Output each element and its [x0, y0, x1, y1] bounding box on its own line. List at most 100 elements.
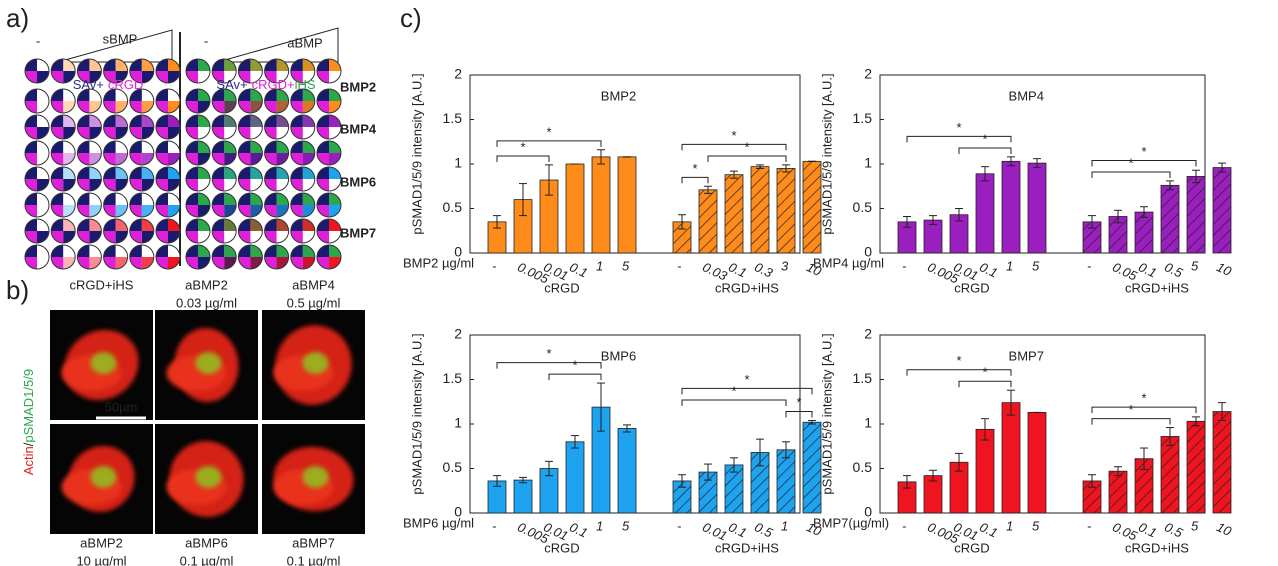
error-bar [903, 216, 911, 228]
y-tick-label: 1.5 [853, 110, 873, 126]
plate-well [264, 88, 290, 114]
well-quadrant [329, 245, 341, 257]
x-tick-label: 10 [804, 519, 824, 539]
well-quadrant [302, 231, 315, 243]
caption-part: cRGD [252, 77, 287, 92]
bar [1134, 211, 1154, 254]
well-bmp [89, 167, 102, 179]
well-quadrant [89, 127, 102, 139]
well-bmp [224, 101, 237, 113]
error-bar [808, 419, 816, 425]
x-tick-label: 1 [596, 258, 603, 273]
well-quadrant [156, 101, 168, 113]
well-quadrant [77, 115, 90, 127]
bar [1001, 402, 1021, 514]
cell-dose: 0.1 µg/ml [287, 553, 341, 566]
well-quadrant [51, 89, 64, 101]
well-bmp [276, 59, 289, 71]
plate-well [237, 244, 263, 270]
well-quadrant [103, 257, 116, 269]
well-quadrant [238, 219, 251, 231]
well-bmp [63, 101, 76, 113]
plate-well [237, 88, 263, 114]
plate-well [185, 58, 211, 84]
well-outline [50, 192, 76, 218]
well-quadrant [51, 153, 64, 165]
well-quadrant [89, 193, 102, 205]
well-quadrant [103, 153, 116, 165]
well-quadrant [89, 59, 102, 71]
bar [724, 174, 744, 254]
plate-well [264, 58, 290, 84]
well-quadrant [25, 193, 37, 205]
well-bmp [302, 167, 315, 179]
x-tick-label: 5 [1032, 518, 1040, 533]
well-quadrant [37, 153, 49, 165]
well-quadrant [129, 179, 142, 191]
plate-well [290, 114, 316, 140]
plate-well [211, 114, 237, 140]
well-quadrant [317, 127, 329, 139]
plate-well [264, 140, 290, 166]
bar [565, 163, 585, 254]
plate-well [237, 192, 263, 218]
well-quadrant [141, 71, 154, 83]
plate-well [129, 166, 155, 192]
significance-bracket [1091, 171, 1171, 179]
well-quadrant [238, 115, 251, 127]
plate-well [211, 140, 237, 166]
well-quadrant [329, 141, 341, 153]
x-axis-label: BMP7(µg/ml) [813, 515, 889, 530]
well-outline [103, 218, 129, 244]
y-tick-label: 1 [454, 155, 462, 171]
well-quadrant [141, 179, 154, 191]
plate-well [290, 58, 316, 84]
well-quadrant [115, 89, 128, 101]
plate-well [237, 114, 263, 140]
well-quadrant [156, 257, 168, 269]
x-tick-label: 5 [622, 258, 630, 273]
error-bar [493, 475, 501, 487]
well-outline [155, 166, 181, 192]
plate-well [50, 58, 76, 84]
well-bmp [302, 101, 315, 113]
well-quadrant [77, 205, 90, 217]
well-bmp [89, 205, 102, 217]
well-quadrant [212, 89, 225, 101]
well-quadrant [302, 71, 315, 83]
well-quadrant [250, 167, 263, 179]
cell-name: aBMP2 [185, 277, 228, 292]
well-quadrant [317, 153, 329, 165]
well-quadrant [156, 59, 168, 71]
well-bmp [115, 257, 128, 269]
well-quadrant [238, 205, 251, 217]
well-quadrant [89, 71, 102, 83]
x-tick-label: 0.5 [752, 519, 775, 541]
well-outline [24, 114, 50, 140]
well-bmp [115, 205, 128, 217]
well-bmp [115, 219, 128, 231]
well-quadrant [156, 193, 168, 205]
well-bmp [224, 257, 237, 269]
well-outline [211, 140, 237, 166]
plate-well [50, 192, 76, 218]
well-quadrant [276, 231, 289, 243]
x-tick-label: 0.5 [1162, 519, 1185, 541]
well-quadrant [264, 101, 277, 113]
x-tick-label: 0.1 [1136, 519, 1159, 540]
well-quadrant [129, 219, 142, 231]
well-quadrant [250, 141, 263, 153]
well-outline [290, 140, 316, 166]
well-quadrant [302, 127, 315, 139]
significance-label: * [982, 365, 987, 380]
well-quadrant [264, 193, 277, 205]
error-bar [955, 208, 963, 222]
plate-well [185, 218, 211, 244]
well-quadrant [156, 115, 168, 127]
significance-label: * [796, 395, 801, 410]
well-quadrant [103, 127, 116, 139]
well-quadrant [290, 153, 303, 165]
well-quadrant [51, 205, 64, 217]
well-bmp [115, 115, 128, 127]
well-quadrant [51, 71, 64, 83]
